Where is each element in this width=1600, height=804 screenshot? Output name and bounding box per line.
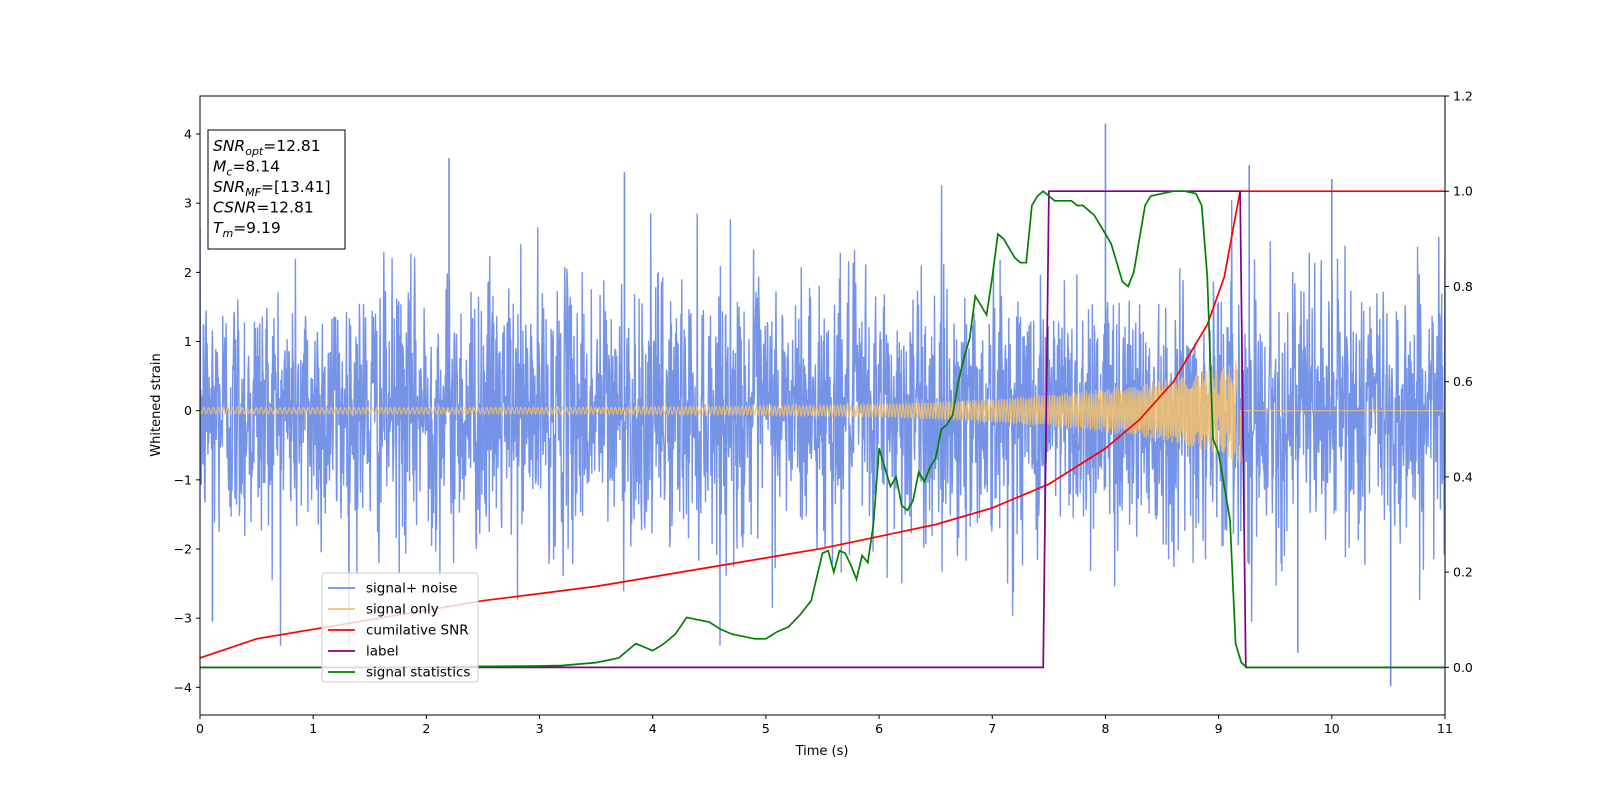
ticks-layer: 0 1 2 3 4 5 6 7 8 9 10 11 −4 −3 −2 −1 0 1 2 3 4 0.0 0.2 0.4 0.6 0… — [174, 89, 1473, 737]
y-left-tick-label: 4 — [184, 127, 192, 142]
legend-label: label — [366, 644, 399, 660]
y-left-tick-label: −1 — [174, 472, 192, 487]
x-tick-label: 5 — [762, 721, 770, 736]
x-tick-label: 1 — [309, 721, 317, 736]
x-tick-label: 0 — [196, 721, 204, 736]
y-right-tick-label: 0.0 — [1453, 660, 1473, 675]
annotation-line: SNRMF=[13.41] — [213, 178, 331, 199]
annotation-frame — [207, 129, 346, 250]
legend: signal+ noise signal only cumilative SNR la… — [321, 572, 479, 683]
y-right-tick-label: 1.0 — [1453, 184, 1473, 199]
y-left-tick-label: −4 — [174, 680, 192, 695]
x-tick-label: 11 — [1437, 721, 1453, 736]
x-tick-label: 10 — [1324, 721, 1340, 736]
annotation-lines: SNRopt=12.81Mc=8.14SNRMF=[13.41]CSNR=12.… — [213, 137, 331, 240]
y-left-tick-label: 1 — [184, 334, 192, 349]
y-right-tick-label: 0.4 — [1453, 469, 1473, 484]
y-right-tick-label: 0.2 — [1453, 565, 1473, 580]
annotation-line: Mc=8.14 — [213, 158, 280, 179]
legend-frame — [321, 572, 479, 683]
y-right-tick-label: 0.8 — [1453, 279, 1473, 294]
series-line-signal-statistics — [200, 190, 1445, 669]
x-tick-label: 6 — [875, 721, 883, 736]
annotation-box: SNRopt=12.81Mc=8.14SNRMF=[13.41]CSNR=12.… — [207, 129, 346, 250]
y-left-tick-label: 0 — [184, 403, 192, 418]
legend-label: signal statistics — [366, 665, 470, 681]
x-tick-label: 9 — [1215, 721, 1223, 736]
annotation-line: Tm=9.19 — [213, 219, 281, 240]
x-tick-label: 2 — [422, 721, 430, 736]
annotation-line: SNRopt=12.81 — [213, 137, 321, 158]
legend-label: cumilative SNR — [366, 623, 469, 639]
plot-frame — [199, 95, 1446, 716]
y-left-tick-label: 2 — [184, 265, 192, 280]
y-left-tick-label: −3 — [174, 611, 192, 626]
y-right-tick-label: 1.2 — [1453, 89, 1473, 104]
x-tick-label: 3 — [536, 721, 544, 736]
legend-label: signal only — [366, 602, 439, 618]
x-axis-title: Time (s) — [795, 744, 849, 759]
x-tick-label: 7 — [988, 721, 996, 736]
annotation-line: CSNR=12.81 — [213, 199, 314, 217]
legend-label: signal+ noise — [366, 581, 457, 597]
series-line-signal-only — [200, 360, 1445, 462]
y-right-tick-label: 0.6 — [1453, 374, 1473, 389]
legend-items: signal+ noise signal only cumilative SNR la… — [328, 581, 470, 681]
y-left-tick-label: −2 — [174, 542, 192, 557]
x-tick-label: 8 — [1101, 721, 1109, 736]
x-tick-label: 4 — [649, 721, 657, 736]
y-axis-title: Whitened strain — [149, 353, 164, 456]
y-left-tick-label: 3 — [184, 196, 192, 211]
